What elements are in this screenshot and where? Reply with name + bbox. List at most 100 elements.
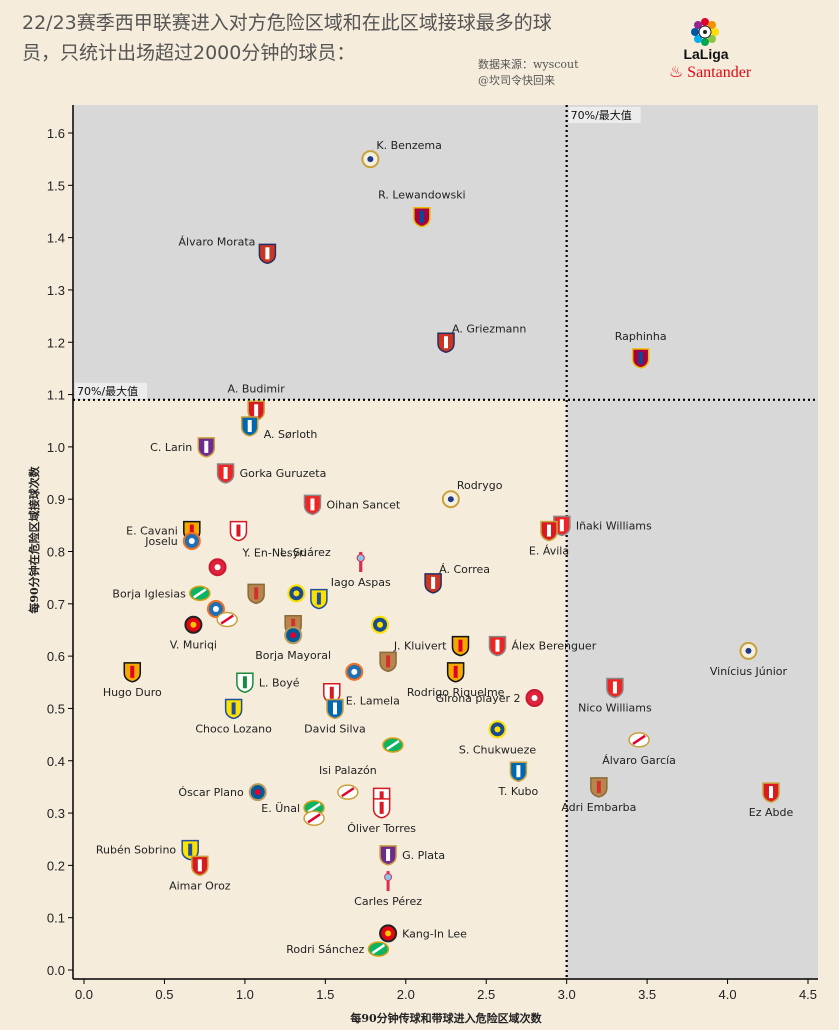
- data-point: A. Budimir: [228, 382, 286, 422]
- y-threshold-label-bg: [75, 382, 147, 399]
- crest-detail: [254, 404, 259, 417]
- crest-detail: [189, 524, 194, 537]
- crest-detail: [351, 668, 358, 675]
- x-tick-label: 0.0: [75, 987, 93, 1002]
- data-point: David Silva: [304, 698, 366, 735]
- point-label: Borja Iglesias: [112, 587, 186, 600]
- data-point: Ez Abde: [749, 782, 793, 819]
- crest-detail: [516, 765, 521, 778]
- point-label: Borja Mayoral: [255, 649, 331, 662]
- laliga-wheel-icon: [691, 18, 719, 46]
- data-point: [382, 737, 404, 753]
- data-points: K. Benzema R. Lewandowski Álvaro Morata A. …: [96, 139, 793, 957]
- crest-detail: [341, 787, 355, 798]
- crest-detail: [447, 496, 454, 503]
- y-tick-label: 0.4: [47, 754, 65, 769]
- x-tick-label: 0.5: [155, 987, 173, 1002]
- point-label: Aimar Oroz: [169, 879, 231, 892]
- data-point: [371, 615, 390, 634]
- point-label: E. Ávila: [529, 545, 569, 558]
- data-point: Gorka Guruzeta: [216, 463, 327, 484]
- chart-title-line1: 22/23赛季西甲联赛进入对方危险区域和在此区域接球最多的球: [22, 12, 552, 34]
- crest-detail: [329, 686, 334, 699]
- data-point: Rubén Sobrino: [96, 839, 199, 861]
- data-point: Álvaro Morata: [179, 235, 277, 265]
- y-threshold-label: 70%/最大值: [77, 384, 138, 398]
- x-tick-label: 1.5: [316, 987, 334, 1002]
- y-tick-label: 0.8: [47, 545, 65, 560]
- crest-detail: [254, 789, 261, 796]
- y-tick-label: 1.3: [47, 283, 65, 298]
- data-point: K. Benzema: [361, 139, 442, 169]
- data-source: 数据来源：wyscout @坎司令快回来: [478, 57, 579, 89]
- data-point: [216, 611, 238, 628]
- data-point: Borja Mayoral: [255, 626, 331, 662]
- point-label: L. Boyé: [259, 676, 300, 689]
- x-tick-label: 2.5: [477, 987, 495, 1002]
- crest-detail: [453, 665, 458, 678]
- data-point: Carles Pérez: [354, 871, 422, 908]
- crest-detail: [236, 524, 241, 537]
- crest-detail: [212, 606, 219, 613]
- crest-detail: [214, 564, 221, 571]
- x-tick-label: 4.0: [719, 987, 737, 1002]
- point-label: Óscar Plano: [178, 786, 244, 799]
- x-axis-title: 每90分钟传球和带球进入危险区域次数: [350, 1011, 542, 1025]
- crest-detail: [559, 519, 564, 532]
- data-point: L. Suárez: [280, 546, 365, 572]
- threshold-lines: 70%/最大值 70%/最大值: [73, 105, 818, 979]
- crest-detail: [130, 665, 135, 678]
- data-point: G. Plata: [379, 845, 445, 866]
- data-point: Joselu: [144, 532, 201, 551]
- data-point: [379, 651, 397, 673]
- y-tick-label: 0.0: [47, 963, 65, 978]
- crest-detail: [431, 576, 436, 589]
- data-point: [345, 662, 364, 681]
- crest-detail: [316, 592, 321, 605]
- data-point: Adri Embarba: [561, 777, 636, 814]
- crest-detail: [384, 873, 393, 882]
- high-entry-region: [566, 399, 818, 979]
- crest-detail: [419, 210, 424, 223]
- crest-detail: [494, 726, 501, 733]
- data-point: Rodrigo Riquelme: [407, 662, 505, 699]
- crest-detail: [204, 440, 209, 453]
- point-label: R. Lewandowski: [378, 189, 466, 202]
- crest-detail: [546, 524, 551, 537]
- data-point: S. Chukwueze: [459, 720, 536, 756]
- point-label: Rodri Sánchez: [286, 943, 364, 956]
- x-tick-label: 1.0: [236, 987, 254, 1002]
- data-point: Nico Williams: [578, 677, 652, 715]
- crest-detail: [307, 802, 321, 813]
- data-point: [303, 810, 325, 827]
- crest-detail: [596, 780, 601, 793]
- crest-detail: [223, 467, 228, 480]
- y-tick-label: 1.0: [47, 440, 65, 455]
- point-label: Álvaro García: [602, 754, 676, 767]
- y-tick-label: 1.6: [47, 126, 65, 141]
- y-axis-title: 每90分钟在危险区域接球次数: [27, 465, 41, 613]
- data-point: A. Griezmann: [437, 322, 526, 354]
- y-tick-label: 0.1: [47, 911, 65, 926]
- point-label: Iñaki Williams: [576, 519, 652, 532]
- santander-flame-icon: ♨: [668, 64, 684, 81]
- point-label: K. Benzema: [376, 139, 442, 152]
- data-point: Hugo Duro: [103, 662, 162, 699]
- crest-detail: [367, 156, 374, 163]
- point-label: Joselu: [144, 535, 178, 548]
- high-receive-region: [73, 105, 818, 400]
- point-label: Rodrigo Riquelme: [407, 686, 505, 699]
- y-tick-label: 0.9: [47, 492, 65, 507]
- data-point: Isi Palazón: [319, 764, 377, 800]
- point-label: A. Budimir: [228, 382, 286, 395]
- point-label: Rubén Sobrino: [96, 844, 177, 857]
- point-label: Gorka Guruzeta: [240, 467, 327, 480]
- crest-detail: [242, 676, 247, 689]
- data-point: Aimar Oroz: [169, 855, 231, 892]
- y-tick-label: 0.2: [47, 858, 65, 873]
- crest-detail: [307, 813, 321, 824]
- point-label: T. Kubo: [498, 785, 539, 798]
- point-label: A. Griezmann: [452, 322, 526, 335]
- point-label: David Silva: [304, 722, 366, 735]
